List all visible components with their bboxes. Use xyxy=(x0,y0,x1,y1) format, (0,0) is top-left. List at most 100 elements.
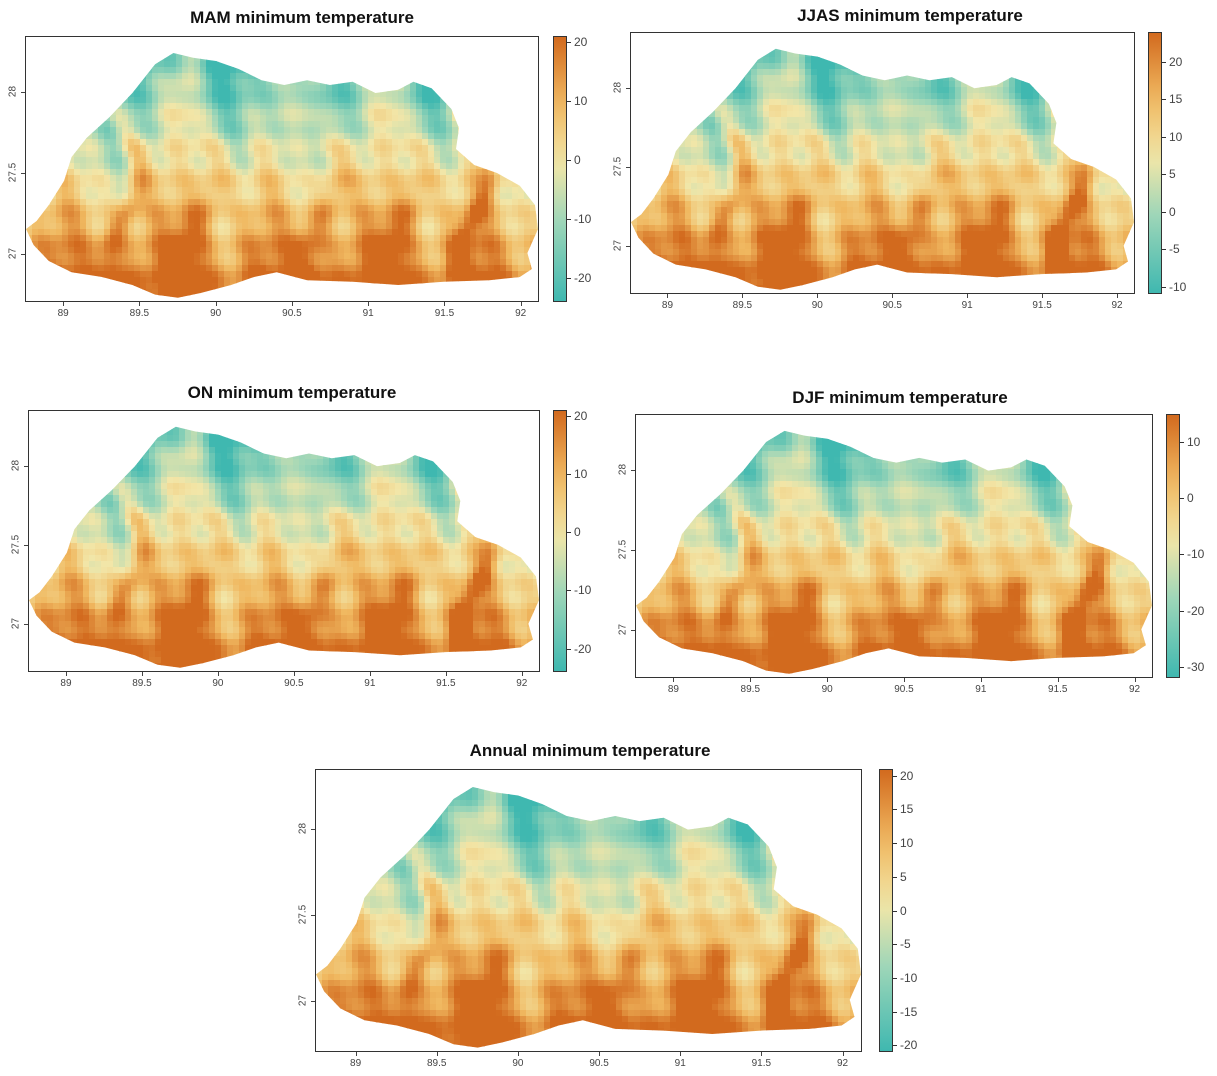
x-tick-label: 91.5 xyxy=(1047,684,1068,695)
x-tick-mark xyxy=(445,672,447,676)
y-tick-mark xyxy=(631,630,635,631)
x-tick-label: 92 xyxy=(836,1058,849,1069)
colorbar-tick xyxy=(567,648,571,650)
colorbar-tick xyxy=(567,590,571,592)
colorbar-tick-label: 10 xyxy=(900,836,914,851)
x-tick-mark xyxy=(1134,678,1136,682)
y-tick-mark xyxy=(24,624,28,626)
colorbar-tick-label: 15 xyxy=(900,802,914,817)
colorbar-tick xyxy=(567,219,571,221)
x-tick-label: 90 xyxy=(212,678,224,689)
x-tick-mark xyxy=(980,678,982,682)
y-tick-label: 28 xyxy=(10,459,22,471)
colorbar-tick xyxy=(893,876,897,878)
x-tick-label: 91.5 xyxy=(1032,300,1052,311)
colorbar-tick xyxy=(567,41,571,43)
y-tick-label: 27.5 xyxy=(7,162,19,183)
colorbar-tick xyxy=(1162,249,1166,251)
y-tick-label: 28 xyxy=(617,463,629,476)
colorbar-tick-label: 0 xyxy=(900,903,907,918)
colorbar xyxy=(1148,32,1162,294)
x-tick-label: 91.5 xyxy=(436,678,456,689)
colorbar-tick xyxy=(567,101,571,103)
x-tick-mark xyxy=(63,302,65,306)
panel-title: MAM minimum temperature xyxy=(190,8,414,27)
colorbar-tick xyxy=(893,843,897,845)
y-tick-mark xyxy=(21,173,25,175)
x-tick-label: 90 xyxy=(210,308,222,319)
x-tick-mark xyxy=(520,302,522,306)
colorbar-tick-label: -10 xyxy=(1169,279,1187,294)
y-tick-mark xyxy=(24,465,28,467)
x-tick-mark xyxy=(750,678,752,682)
colorbar-tick xyxy=(893,977,897,979)
x-tick-label: 90 xyxy=(512,1058,524,1069)
x-tick-mark xyxy=(1042,294,1044,298)
colorbar-tick xyxy=(567,532,571,534)
x-tick-label: 90.5 xyxy=(882,300,902,311)
colorbar-tick-label: -5 xyxy=(1169,242,1180,257)
colorbar xyxy=(553,410,567,672)
colorbar-tick-label: -20 xyxy=(574,641,592,656)
colorbar-tick xyxy=(1162,61,1166,63)
map-frame xyxy=(630,32,1135,294)
x-tick-label: 91 xyxy=(674,1058,686,1069)
colorbar-tick xyxy=(567,160,571,162)
colorbar xyxy=(553,36,567,302)
x-tick-mark xyxy=(673,678,675,682)
colorbar xyxy=(879,769,893,1052)
colorbar-tick xyxy=(1162,99,1166,101)
colorbar-tick xyxy=(893,944,897,946)
y-tick-mark xyxy=(24,544,28,546)
x-tick-label: 92 xyxy=(1128,684,1141,695)
colorbar-tick-label: 10 xyxy=(1187,435,1201,450)
x-tick-mark xyxy=(521,672,523,676)
panel-title: ON minimum temperature xyxy=(187,383,397,402)
colorbar-tick-label: 0 xyxy=(574,525,581,540)
y-tick-label: 28 xyxy=(612,81,624,93)
temperature-map xyxy=(29,426,539,668)
x-tick-mark xyxy=(817,294,819,298)
y-tick-label: 27 xyxy=(10,618,22,630)
x-tick-mark xyxy=(599,1052,601,1056)
x-tick-label: 90 xyxy=(811,300,823,311)
x-tick-mark xyxy=(369,672,371,676)
colorbar-tick-label: -10 xyxy=(1187,547,1205,562)
y-tick-label: 27.5 xyxy=(612,156,624,177)
y-tick-mark xyxy=(21,253,25,255)
x-tick-label: 89 xyxy=(661,300,674,311)
y-tick-label: 27.5 xyxy=(10,534,22,555)
colorbar-tick-label: -10 xyxy=(574,212,592,227)
y-tick-mark xyxy=(21,92,25,94)
x-tick-label: 89.5 xyxy=(427,1058,447,1069)
panel-title: Annual minimum temperature xyxy=(469,741,711,760)
colorbar-tick xyxy=(1162,136,1166,138)
x-tick-label: 90 xyxy=(821,684,833,695)
x-tick-mark xyxy=(761,1052,763,1056)
colorbar-tick-label: 20 xyxy=(900,768,914,783)
colorbar-tick-label: -5 xyxy=(900,937,911,952)
x-tick-label: 91 xyxy=(364,678,376,689)
colorbar-tick-label: -15 xyxy=(900,1004,918,1019)
x-tick-label: 90.5 xyxy=(282,308,302,319)
x-tick-label: 91 xyxy=(975,684,987,695)
colorbar-tick-label: 0 xyxy=(1169,204,1176,219)
x-tick-mark xyxy=(139,302,141,306)
y-tick-label: 27 xyxy=(7,247,19,259)
x-tick-label: 89.5 xyxy=(732,300,753,311)
temperature-map xyxy=(316,787,861,1048)
map-frame xyxy=(635,414,1153,678)
x-tick-mark xyxy=(842,1052,844,1056)
x-tick-label: 90.5 xyxy=(284,678,304,689)
panel-title: DJF minimum temperature xyxy=(792,388,1008,407)
y-tick-mark xyxy=(626,246,630,248)
map-frame xyxy=(315,769,862,1052)
y-tick-mark xyxy=(626,87,630,89)
colorbar-tick-label: -10 xyxy=(574,583,592,598)
x-tick-label: 89.5 xyxy=(740,684,761,695)
y-tick-mark xyxy=(631,470,635,471)
colorbar-tick-label: -20 xyxy=(900,1038,918,1053)
panel-title: JJAS minimum temperature xyxy=(797,6,1023,25)
x-tick-mark xyxy=(444,302,446,306)
x-tick-label: 90.5 xyxy=(894,684,914,695)
